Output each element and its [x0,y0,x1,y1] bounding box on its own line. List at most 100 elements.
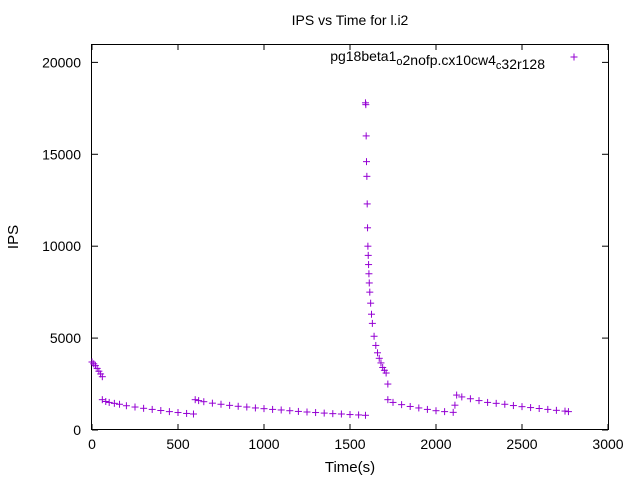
data-point [423,405,431,413]
data-point [363,200,371,208]
plot-frame [91,44,609,430]
data-point [294,407,302,415]
data-point [234,402,242,410]
y-tick-label: 5000 [50,330,81,346]
data-point [492,399,500,407]
y-tick-label: 0 [73,422,81,438]
data-point [375,354,383,362]
data-point [398,401,406,409]
y-tick-label: 15000 [42,146,81,162]
data-point [552,406,560,414]
data-point [509,402,517,410]
data-point [303,408,311,416]
data-point [406,402,414,410]
data-point [366,288,374,296]
data-point [148,405,156,413]
data-point [165,408,173,416]
data-point [389,398,397,406]
data-point [475,397,483,405]
data-point [466,395,474,403]
data-point [116,400,124,408]
data-point [368,319,376,327]
data-point [337,410,345,418]
data-point [362,101,370,109]
data-point [377,359,385,367]
data-point [518,403,526,411]
x-axis-title: Time(s) [325,459,375,476]
x-tick-label: 1500 [334,436,365,452]
y-axis-title: IPS [5,225,22,249]
data-point [382,369,390,377]
data-point [183,409,191,417]
data-point [110,399,118,407]
x-tick-label: 0 [88,436,96,452]
data-point [449,408,457,416]
data-point [243,403,251,411]
data-point [415,404,423,412]
data-point [484,398,492,406]
data-point [226,401,234,409]
data-point [451,401,459,409]
data-point [174,409,182,417]
legend-series-label: pg18beta1o2nofp.cx10cw4c32r128 [330,48,545,72]
data-point [564,408,572,416]
data-point [286,407,294,415]
data-point [362,132,370,140]
data-point [384,396,392,404]
data-point [131,403,139,411]
data-point [140,404,148,412]
y-tick-label: 10000 [42,238,81,254]
data-point [312,409,320,417]
x-tick-label: 1000 [248,436,279,452]
y-axis-ticks: 0 5000 10000 15000 20000 [42,54,608,438]
data-point [251,404,259,412]
chart-title: IPS vs Time for l.i2 [292,12,409,28]
legend: pg18beta1o2nofp.cx10cw4c32r128 [330,48,578,72]
data-point [374,349,382,357]
data-point [458,393,466,401]
data-point [544,405,552,413]
x-tick-label: 500 [166,436,190,452]
data-points [88,99,572,419]
data-point [260,405,268,413]
data-point [501,400,509,408]
data-point [98,396,106,404]
data-point [157,407,165,415]
data-point [320,409,328,417]
data-point [277,406,285,414]
data-point [98,373,106,381]
data-point [367,299,375,307]
data-point [88,358,96,366]
data-point [364,242,372,250]
data-point [561,407,569,415]
data-point [191,396,199,404]
data-point [441,408,449,416]
data-point [370,332,378,340]
data-point [363,172,371,180]
x-axis-ticks: 0 500 1000 1500 2000 2500 3000 [88,44,624,452]
data-point [208,399,216,407]
data-point [363,158,371,166]
data-point [364,251,372,259]
data-point [432,407,440,415]
data-point [365,270,373,278]
data-point [200,398,208,406]
data-point [189,410,197,418]
x-tick-label: 3000 [592,436,623,452]
data-point [122,402,130,410]
data-point [368,310,375,318]
data-point [384,380,392,388]
data-point [365,261,373,269]
data-point [364,224,372,232]
data-point [372,341,380,349]
y-tick-label: 20000 [42,54,81,70]
data-point [453,391,461,399]
data-point [365,279,373,287]
data-point [329,410,337,418]
data-point [195,397,203,405]
legend-series-marker [570,53,578,61]
data-point [102,398,110,406]
data-point [346,411,354,419]
data-point [361,411,369,419]
